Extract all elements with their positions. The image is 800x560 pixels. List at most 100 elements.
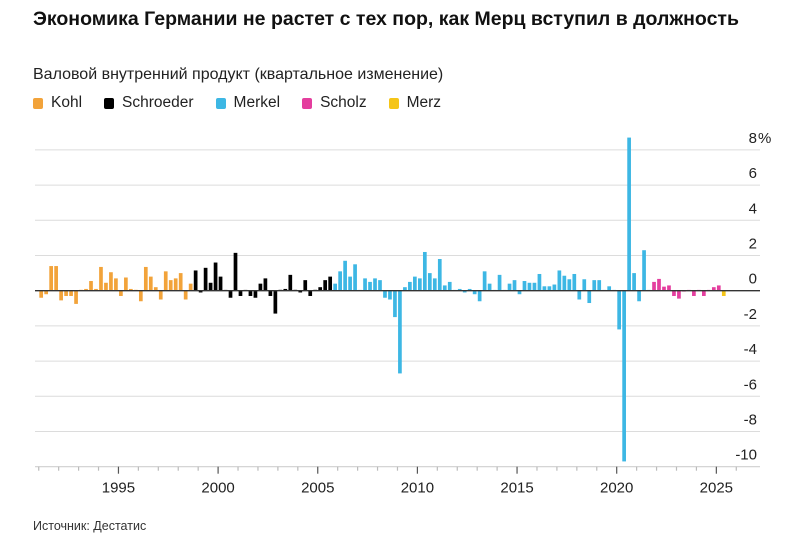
bar [711,287,716,291]
bar [617,290,621,330]
bar [721,290,726,296]
bar [373,278,377,291]
bar [168,280,173,291]
bar [462,290,467,293]
x-tick-label: 2000 [201,480,234,497]
legend-swatch [215,97,226,109]
bar [383,290,387,298]
legend-label: Kohl [51,94,83,111]
legend-item-scholz: Scholz [302,94,367,112]
bar [148,276,153,291]
bar [716,285,721,291]
legend-item-merkel: Merkel [215,94,281,112]
bar [652,281,656,291]
bar [104,282,108,291]
legend-label: Scholz [320,94,367,111]
bar [557,270,562,291]
bar [537,273,542,291]
bar [517,290,522,295]
bar [657,278,661,291]
bar [607,286,612,291]
x-tick-label: 2025 [700,480,733,497]
bar [158,290,163,300]
x-tick-label: 2010 [401,480,434,497]
legend: Kohl Schroeder Merkel Scholz Merz [33,94,463,112]
series-merkel [333,137,651,462]
bar [218,276,223,291]
bar [572,273,577,291]
bar [273,290,278,314]
bar [109,272,113,291]
bar [672,290,676,296]
legend-swatch [33,97,43,109]
bar [702,290,706,296]
bar [522,281,527,291]
bar [253,290,258,298]
bar [542,286,547,291]
bar [403,287,407,291]
bar [153,287,158,291]
legend-label: Merz [406,94,442,111]
legend-item-schroeder: Schroeder [104,94,194,112]
bar [562,275,567,291]
bar [288,274,293,291]
bar [527,282,532,291]
bar [413,276,417,291]
bar [298,290,303,293]
series-schroeder [193,252,333,314]
bar [203,267,208,291]
bar [54,266,58,291]
bar [408,281,412,291]
bar [582,279,587,291]
source-note: Источник: Дестатис [33,519,147,533]
bar [263,278,268,291]
bar [258,283,263,291]
y-tick-label: -2 [744,306,757,323]
bar [178,273,183,291]
bar [268,290,273,296]
bar [482,271,487,291]
bar [418,278,422,291]
bar [213,262,218,291]
series-scholz [652,278,721,299]
y-tick-label: -10 [735,447,757,464]
bar [84,288,88,291]
y-tick-label: 8 [749,130,757,147]
bar [99,266,103,291]
bar [338,271,342,291]
legend-label: Merkel [233,94,281,111]
bar [368,281,372,291]
bar [422,251,427,291]
bar [667,285,671,291]
bar [642,250,646,291]
bar [547,286,552,291]
bar [208,282,213,291]
y-tick-label: 0 [749,271,757,288]
series-merz [721,290,726,296]
bar [303,280,308,291]
bar [193,270,198,291]
bar [677,290,681,299]
bar [597,280,602,291]
bar [119,290,123,296]
bar [348,276,352,291]
bar [393,290,397,318]
legend-item-kohl: Kohl [33,94,82,112]
bar [363,278,367,291]
legend-swatch [388,97,399,109]
bar [437,259,442,291]
y-tick-label: 2 [749,236,757,253]
bar [44,290,49,295]
bar [94,288,98,291]
bar [138,290,143,302]
bar [592,280,597,291]
bar [228,290,233,298]
bar [323,280,328,291]
y-tick-label: -6 [744,376,757,393]
bar [49,266,53,291]
bar [308,290,313,296]
bar [89,281,93,291]
bar [188,283,193,291]
bar [318,287,323,291]
